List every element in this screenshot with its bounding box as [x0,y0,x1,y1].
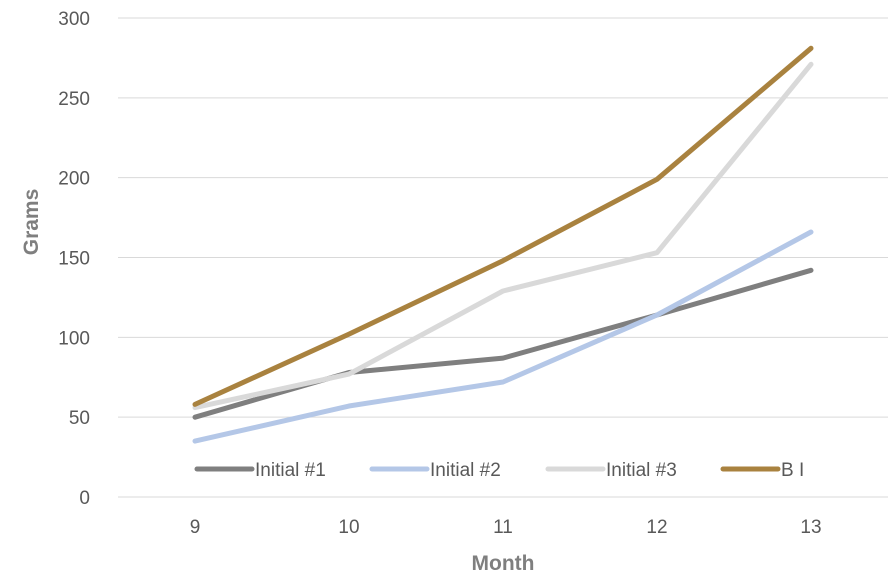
series-line-2 [192,229,814,444]
legend-label: Initial #3 [606,460,677,481]
y-tick-label: 250 [58,89,90,110]
x-tick-label: 12 [646,517,667,538]
y-tick-label: 150 [58,249,90,270]
y-axis-ticks: 0 50 100 150 200 250 300 [58,9,90,509]
y-tick-label: 0 [79,488,90,509]
series-line-4 [192,45,814,407]
y-tick-label: 200 [58,169,90,190]
x-axis-title: Month [472,552,535,574]
y-axis-title: Grams [20,189,43,256]
x-axis-ticks: 9 10 11 12 13 [190,517,822,538]
x-tick-label: 13 [800,517,821,538]
legend-label: Initial #2 [430,460,501,481]
y-tick-label: 300 [58,9,90,30]
legend-label: Initial #1 [255,460,326,481]
series-line-3 [192,61,814,411]
series-lines [192,45,814,444]
legend-label: B I [781,460,804,481]
gridlines [118,17,888,498]
y-tick-label: 50 [69,408,90,429]
y-tick-label: 100 [58,328,90,349]
x-tick-label: 11 [493,517,513,538]
legend: Initial #1 Initial #2 Initial #3 B I [194,460,804,481]
x-tick-label: 10 [338,517,359,538]
x-tick-label: 9 [190,517,201,538]
